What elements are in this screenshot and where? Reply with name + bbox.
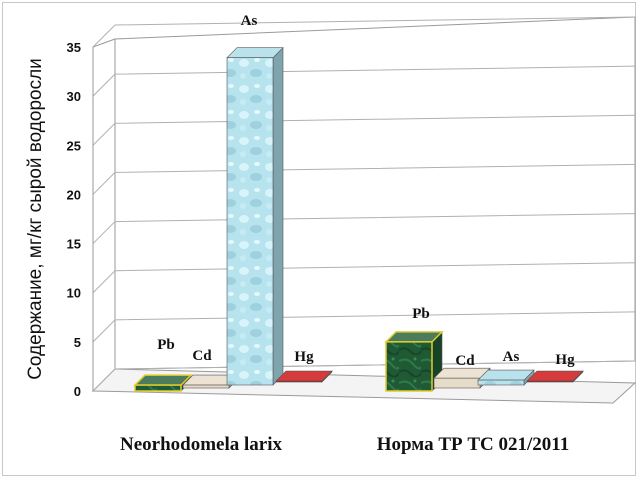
data-label-pb-norm: Pb	[412, 306, 430, 322]
y-tick-label: 20	[67, 187, 81, 202]
gridline	[92, 213, 636, 244]
gridline	[92, 16, 636, 48]
data-label-as-sample: As	[241, 13, 258, 29]
bar-as-sample	[226, 46, 284, 386]
category-label: Норма ТР ТС 021/2011	[377, 434, 570, 455]
y-tick-label: 25	[67, 138, 81, 153]
data-label-cd-sample: Cd	[192, 348, 212, 364]
gridline	[92, 311, 636, 343]
bar-hg-sample	[275, 370, 333, 383]
bar-as-norm	[477, 369, 535, 386]
y-tick-label: 0	[74, 384, 81, 399]
data-label-pb-sample: Pb	[157, 337, 175, 353]
category-label: Neorhodomela larix	[120, 434, 283, 455]
y-tick-label: 30	[67, 89, 81, 104]
y-tick-label: 35	[67, 40, 81, 55]
bar-pb-sample	[133, 374, 193, 392]
bar-pb-norm	[384, 331, 444, 392]
gridline	[92, 163, 636, 195]
gridline	[92, 114, 636, 146]
y-axis-label: Содержание, мг/кг сырой водоросли	[25, 58, 46, 380]
data-label-hg-norm: Hg	[555, 352, 575, 368]
y-tick-label: 10	[67, 286, 81, 301]
gridline	[92, 360, 636, 392]
data-label-cd-norm: Cd	[455, 353, 475, 369]
chart-frame: 0 5 10 15 20 25 30 35 Содержание, мг/кг сырой во…	[2, 2, 637, 476]
bar-hg-norm	[526, 370, 584, 383]
gridline	[92, 65, 636, 97]
y-tick-label: 15	[67, 237, 81, 252]
data-label-as-norm: As	[503, 349, 520, 365]
data-label-hg-sample: Hg	[294, 349, 314, 365]
y-tick-label: 5	[74, 335, 81, 350]
bar-chart: 0 5 10 15 20 25 30 35 Содержание, мг/кг сырой во…	[25, 13, 637, 455]
gridline	[92, 262, 636, 294]
